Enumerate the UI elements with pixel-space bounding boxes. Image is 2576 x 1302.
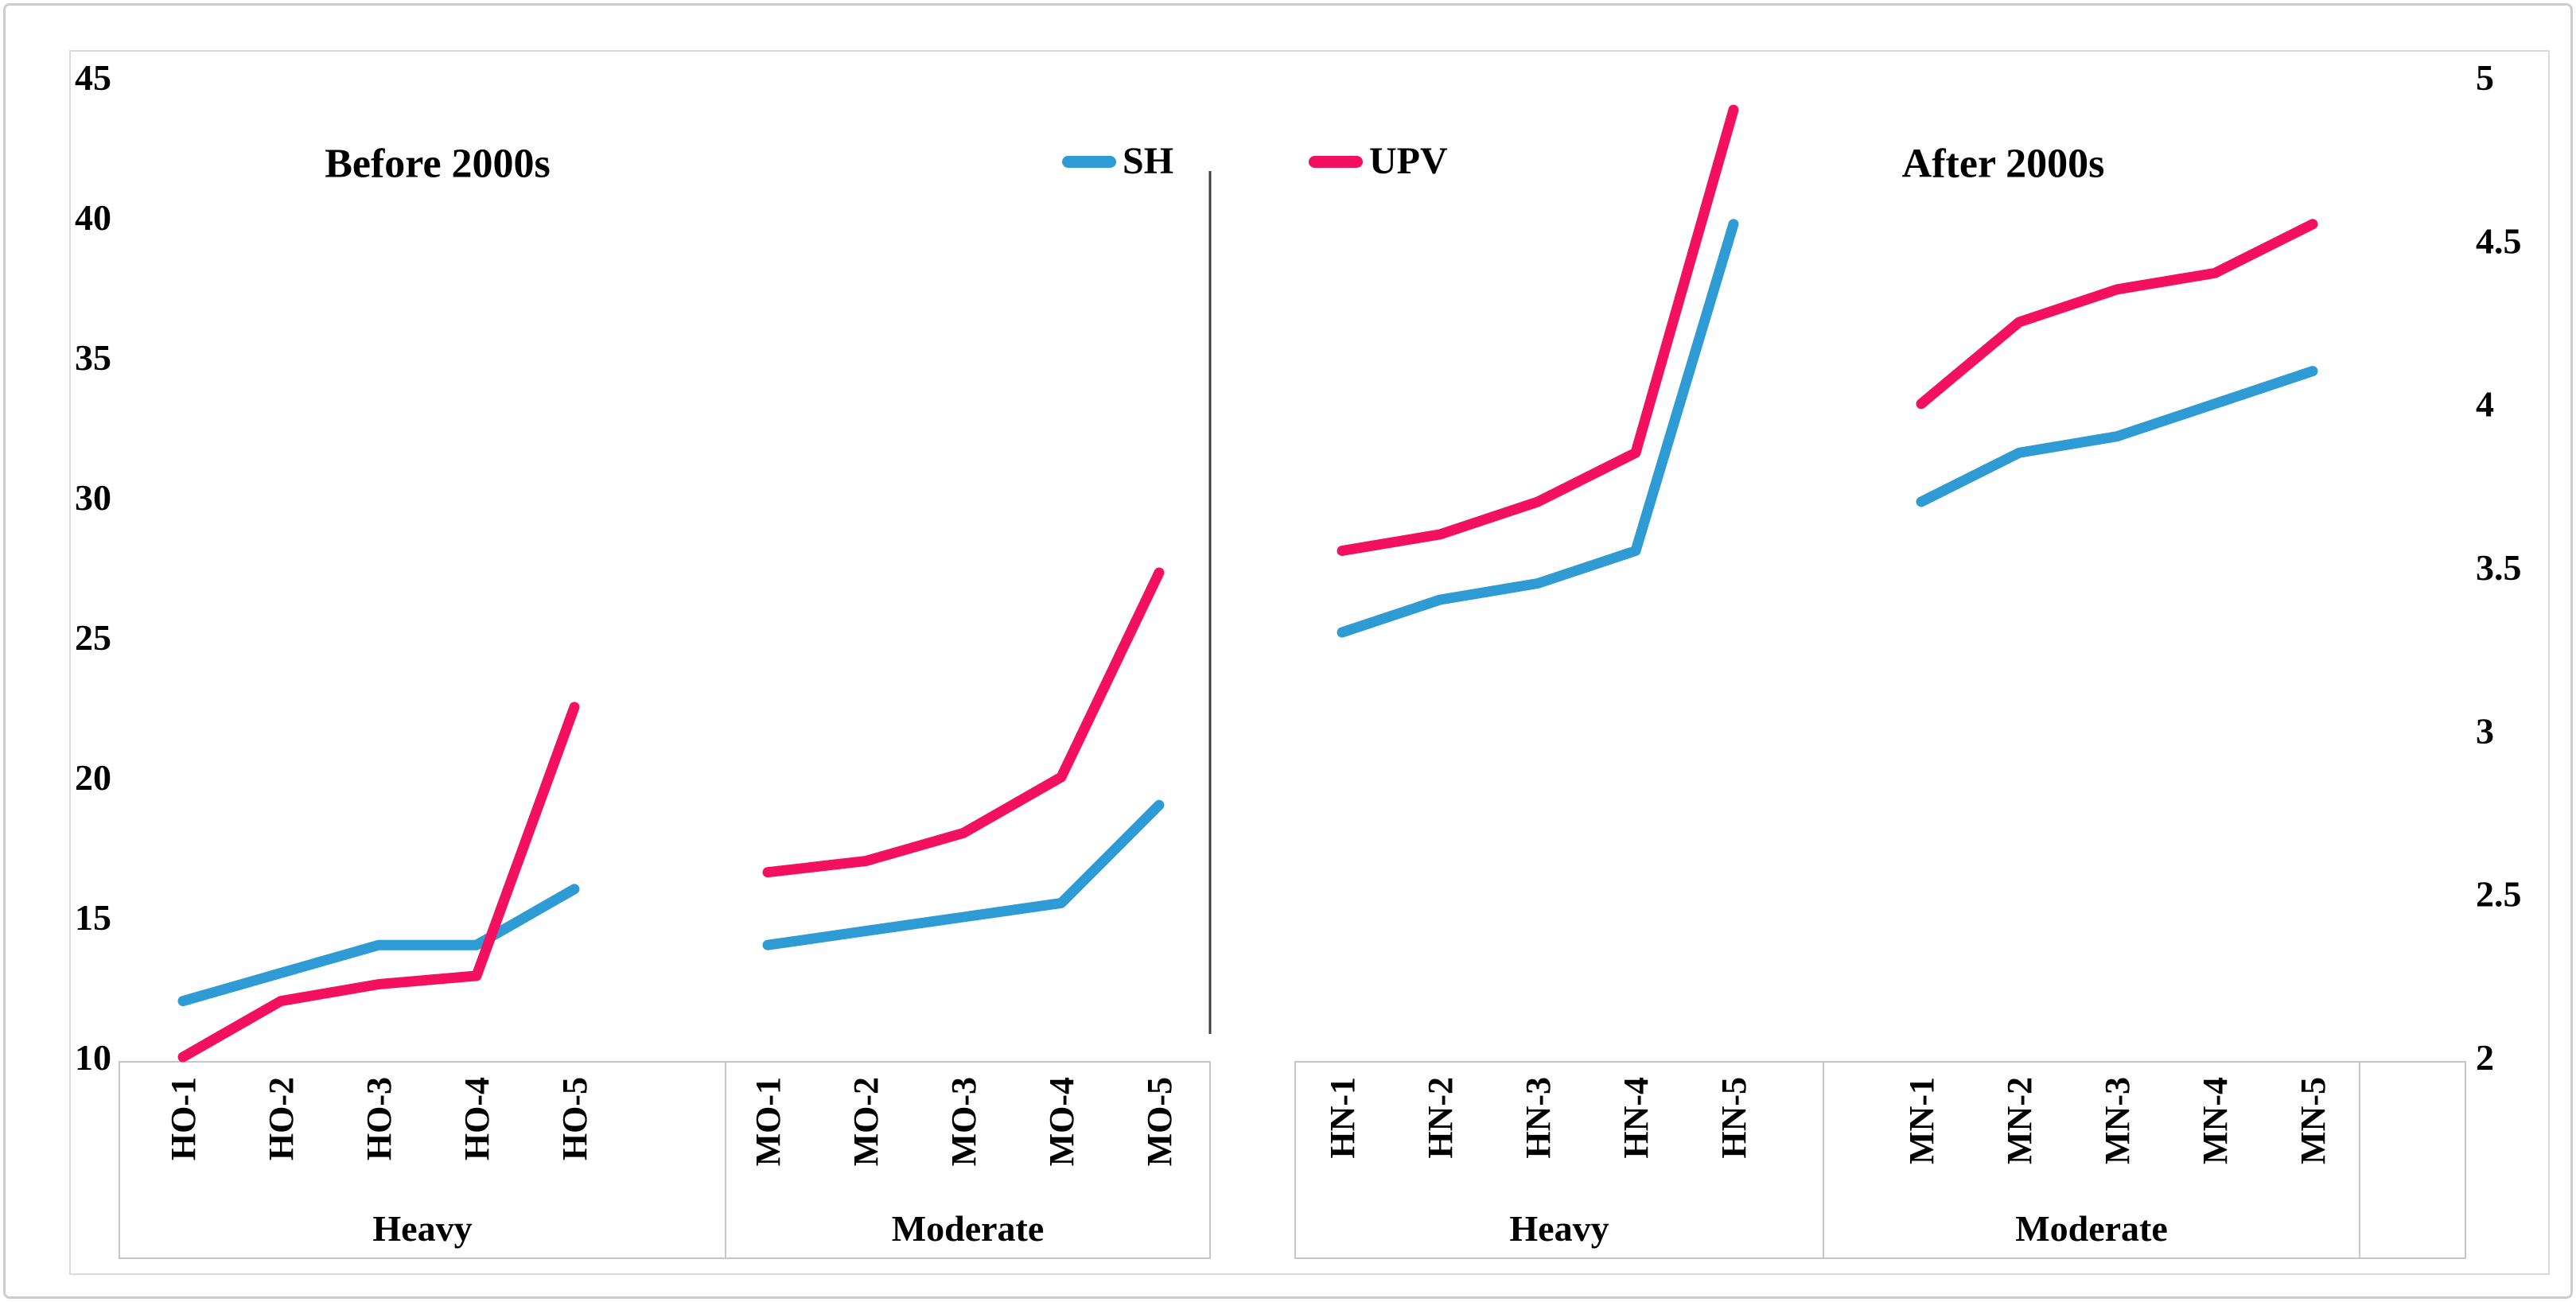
group-label-moderate-1: Moderate (892, 1208, 1045, 1249)
category-label-ho-4: HO-4 (457, 1077, 496, 1160)
left-axis-tick-label: 15 (75, 897, 111, 938)
right-axis-tick-label: 3 (2476, 710, 2494, 751)
right-axis-tick-label: 5 (2476, 57, 2494, 98)
line-upv-after-2000s-moderate (1916, 219, 2318, 410)
line-upv-before-2000s-moderate (762, 567, 1165, 878)
category-label-ho-1: HO-1 (164, 1077, 203, 1160)
right-axis-tick-label: 3.5 (2476, 547, 2522, 588)
annotation-after-2000s: After 2000s (1901, 141, 2105, 187)
category-label-hn-4: HN-4 (1617, 1077, 1656, 1159)
category-label-mo-5: MO-5 (1140, 1077, 1179, 1166)
category-label-hn-2: HN-2 (1421, 1077, 1460, 1159)
category-label-hn-3: HN-3 (1519, 1077, 1558, 1159)
line-sh-before-2000s-heavy (177, 884, 580, 1007)
line-sh-before-2000s-moderate (762, 799, 1165, 950)
chart-area-border (69, 50, 2550, 1275)
category-label-mo-2: MO-2 (846, 1077, 885, 1166)
line-upv-after-2000s-heavy (1337, 104, 1739, 556)
right-axis-tick-label: 2.5 (2476, 874, 2522, 915)
right-axis-tick-label: 4 (2476, 384, 2494, 425)
annotation-before-2000s: Before 2000s (325, 141, 551, 187)
group-label-heavy-0: Heavy (372, 1208, 472, 1249)
category-label-ho-3: HO-3 (360, 1077, 399, 1160)
category-band-cell (725, 1061, 1211, 1259)
category-label-mn-4: MN-4 (2196, 1077, 2235, 1164)
category-label-hn-5: HN-5 (1714, 1077, 1753, 1159)
left-axis-tick-label: 20 (75, 757, 111, 798)
left-axis-tick-label: 10 (75, 1037, 111, 1078)
right-axis-tick-label: 2 (2476, 1037, 2494, 1078)
group-label-moderate-3: Moderate (2015, 1208, 2168, 1249)
category-label-mo-3: MO-3 (944, 1077, 983, 1166)
left-axis-tick-label: 30 (75, 477, 111, 518)
left-axis-tick-label: 25 (75, 617, 111, 658)
category-label-mn-3: MN-3 (2098, 1077, 2137, 1164)
left-axis-tick-label: 35 (75, 337, 111, 378)
category-label-ho-5: HO-5 (555, 1077, 594, 1160)
category-label-ho-2: HO-2 (262, 1077, 301, 1160)
category-label-mn-1: MN-1 (1902, 1077, 1941, 1164)
category-label-mo-1: MO-1 (749, 1077, 788, 1166)
category-label-mo-4: MO-4 (1042, 1077, 1081, 1166)
group-label-heavy-2: Heavy (1509, 1208, 1609, 1249)
category-band-cell (2359, 1061, 2466, 1259)
category-label-hn-1: HN-1 (1323, 1077, 1362, 1159)
category-label-mn-2: MN-2 (2000, 1077, 2039, 1164)
line-sh-after-2000s-moderate (1916, 366, 2318, 507)
left-axis-tick-label: 45 (75, 57, 111, 98)
line-upv-before-2000s-heavy (177, 702, 580, 1063)
category-label-mn-5: MN-5 (2294, 1077, 2333, 1164)
right-axis-tick-label: 4.5 (2476, 220, 2522, 261)
left-axis-tick-label: 40 (75, 197, 111, 238)
line-sh-after-2000s-heavy (1337, 219, 1739, 638)
